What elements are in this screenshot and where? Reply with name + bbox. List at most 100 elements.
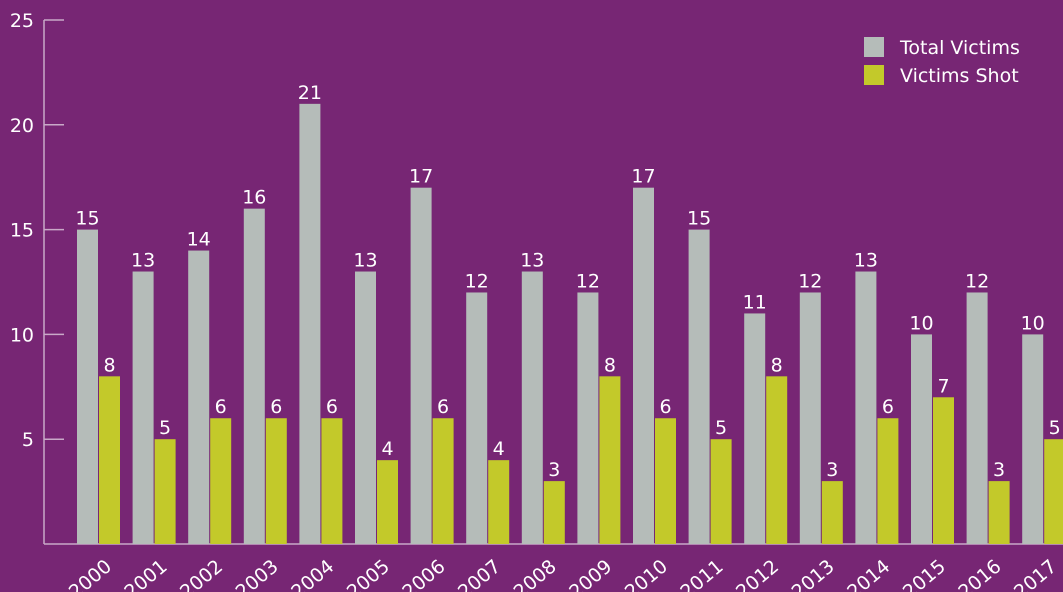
bar: [1044, 439, 1063, 544]
bar: [243, 208, 265, 544]
y-tick-label: 20: [10, 115, 34, 137]
bar: [821, 481, 843, 544]
data-label: 16: [242, 187, 266, 209]
data-label: 12: [576, 270, 600, 292]
data-label: 13: [131, 250, 155, 272]
bar: [132, 271, 154, 544]
data-label: 8: [771, 354, 783, 376]
legend-swatch: [864, 37, 884, 57]
bar: [410, 187, 432, 544]
data-label: 13: [353, 250, 377, 272]
legend-label: Total Victims: [899, 37, 1020, 59]
bar: [321, 418, 343, 544]
x-tick-label: 2011: [676, 555, 727, 592]
x-tick-label: 2016: [954, 555, 1005, 592]
bar: [766, 376, 788, 544]
x-tick-label: 2007: [454, 555, 505, 592]
y-tick-label: 15: [10, 220, 34, 242]
data-label: 3: [826, 459, 838, 481]
bar: [988, 481, 1010, 544]
x-tick-label: 2017: [1010, 555, 1061, 592]
data-label: 4: [381, 438, 393, 460]
bar: [577, 292, 599, 544]
data-label: 12: [965, 270, 989, 292]
data-label: 6: [215, 396, 227, 418]
bar: [299, 103, 321, 544]
x-tick-label: 2006: [398, 555, 449, 592]
bar: [710, 439, 732, 544]
x-tick-label: 2014: [843, 555, 894, 592]
bar: [77, 229, 98, 544]
bar: [855, 271, 877, 544]
data-label: 8: [103, 354, 115, 376]
x-tick-label: 2002: [176, 555, 227, 592]
bar: [377, 460, 398, 544]
x-tick-label: 2015: [899, 555, 950, 592]
x-tick-label: 2009: [565, 555, 616, 592]
bar: [355, 271, 376, 544]
x-tick-label: 2005: [343, 555, 394, 592]
data-label: 14: [187, 229, 211, 251]
x-tick-label: 2003: [232, 555, 283, 592]
data-label: 7: [937, 375, 949, 397]
x-tick-label: 2010: [621, 555, 672, 592]
bar: [466, 292, 488, 544]
bar: [99, 376, 120, 544]
bar: [599, 376, 621, 544]
bar: [210, 418, 232, 544]
data-label: 3: [548, 459, 560, 481]
x-tick-label: 2013: [788, 555, 839, 592]
bar: [488, 460, 510, 544]
data-label: 10: [909, 312, 933, 334]
bar: [911, 334, 932, 544]
data-label: 12: [465, 270, 489, 292]
x-tick-label: 2008: [510, 555, 561, 592]
data-label: 11: [743, 291, 767, 313]
data-label: 8: [604, 354, 616, 376]
data-label: 6: [659, 396, 671, 418]
data-label: 6: [326, 396, 338, 418]
bar: [933, 397, 954, 544]
y-tick-label: 25: [10, 10, 34, 32]
bar: [188, 250, 210, 544]
bar: [1022, 334, 1044, 544]
bar: [154, 439, 176, 544]
data-label: 5: [715, 417, 727, 439]
data-label: 6: [437, 396, 449, 418]
data-label: 13: [520, 250, 544, 272]
data-label: 4: [493, 438, 505, 460]
bar: [966, 292, 988, 544]
x-tick-label: 2000: [65, 555, 116, 592]
x-tick-label: 2001: [120, 555, 171, 592]
bar: [521, 271, 543, 544]
data-label: 6: [882, 396, 894, 418]
data-label: 3: [993, 459, 1005, 481]
data-label: 12: [798, 270, 822, 292]
legend-swatch: [864, 65, 884, 85]
data-label: 21: [298, 82, 322, 104]
data-label: 5: [1049, 417, 1061, 439]
bar: [688, 229, 710, 544]
bar: [877, 418, 899, 544]
bar: [799, 292, 821, 544]
data-label: 15: [75, 208, 99, 230]
legend-label: Victims Shot: [900, 65, 1019, 87]
data-label: 6: [270, 396, 282, 418]
data-label: 15: [687, 208, 711, 230]
bar: [633, 187, 654, 544]
bar: [744, 313, 766, 544]
x-tick-label: 2012: [732, 555, 783, 592]
bar: [265, 418, 287, 544]
data-label: 13: [854, 250, 878, 272]
data-label: 17: [409, 166, 433, 188]
data-label: 5: [159, 417, 171, 439]
bar: [432, 418, 454, 544]
bar: [655, 418, 676, 544]
x-tick-label: 2004: [287, 555, 338, 592]
bar: [543, 481, 565, 544]
y-tick-label: 5: [22, 429, 34, 451]
y-tick-label: 10: [10, 324, 34, 346]
data-label: 17: [631, 166, 655, 188]
data-label: 10: [1021, 312, 1045, 334]
